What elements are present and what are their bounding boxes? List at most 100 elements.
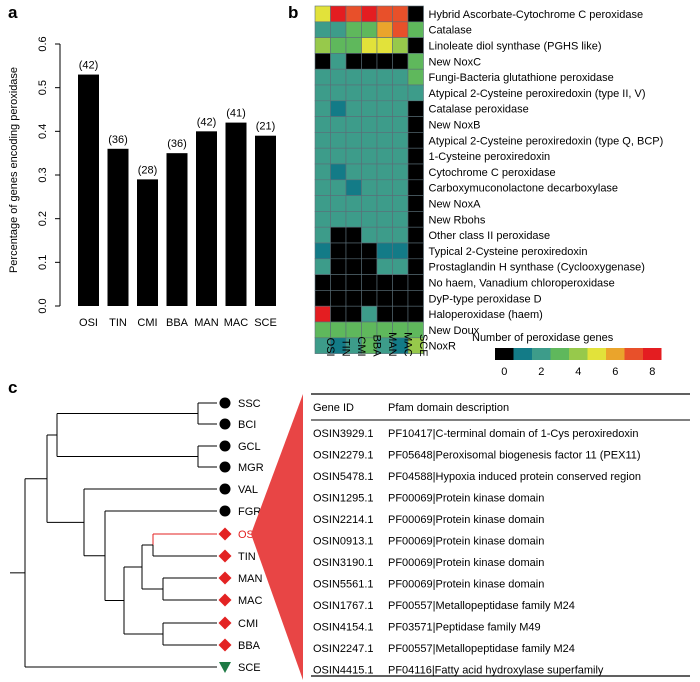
heatmap-cell	[330, 163, 347, 181]
table-header-gene-id: Gene ID	[313, 402, 354, 414]
y-tick-label: 0.4	[37, 124, 49, 139]
heatmap-row-label: New NoxC	[429, 56, 482, 68]
heatmap-cell	[330, 195, 347, 212]
table-header-pfam: Pfam domain description	[388, 402, 509, 414]
colorbar-tick-label: 8	[649, 366, 655, 378]
panel-label-b: b	[288, 3, 298, 22]
x-tick-label-cmi: CMI	[137, 317, 157, 329]
bar-count-label: (42)	[79, 60, 99, 72]
heatmap-cell	[314, 290, 331, 307]
bar-bba	[166, 153, 188, 306]
heatmap-cell	[392, 68, 409, 86]
table-cell-pfam: PF00069|Protein kinase domain	[388, 514, 544, 526]
table-cell-gene-id: OSIN5561.1	[313, 579, 374, 591]
leaf-marker-diamond	[218, 571, 232, 585]
heatmap-cell	[392, 5, 409, 23]
heatmap-cell	[392, 100, 409, 117]
heatmap-cell	[376, 179, 393, 196]
heatmap-cell	[407, 21, 424, 38]
leaf-marker-diamond	[218, 527, 232, 541]
heatmap-cell	[314, 21, 331, 38]
heatmap-cell	[314, 53, 331, 70]
heatmap-cell	[345, 100, 362, 117]
heatmap-cell	[361, 305, 378, 323]
heatmap-cell	[376, 163, 393, 181]
heatmap-cell	[330, 132, 347, 149]
heatmap-cell	[314, 5, 331, 23]
heatmap-cell	[392, 305, 409, 323]
heatmap-cell	[376, 21, 393, 38]
y-tick-label: 0.0	[37, 298, 49, 313]
heatmap-cell	[314, 195, 331, 212]
heatmap-panel-b: Hybrid Ascorbate-Cytochrome C peroxidase…	[314, 5, 663, 378]
bar-mac	[225, 122, 247, 306]
heatmap-cell	[345, 116, 362, 133]
table-cell-pfam: PF00069|Protein kinase domain	[388, 579, 544, 591]
heatmap-cell	[314, 147, 331, 165]
heatmap-cell	[330, 321, 347, 339]
heatmap-cell	[314, 242, 331, 260]
heatmap-cell	[345, 242, 362, 260]
heatmap-col-label-bba: BBA	[370, 335, 382, 358]
heatmap-row-label: Carboxymuconolactone decarboxylase	[429, 183, 619, 195]
y-tick-label: 0.1	[37, 255, 49, 270]
colorbar-swatch	[550, 348, 569, 360]
tree-leaf-label-cmi: CMI	[238, 618, 258, 630]
tree-leaf-label-bba: BBA	[238, 640, 261, 652]
heatmap-cell	[314, 163, 331, 181]
heatmap-row-label: Haloperoxidase (haem)	[429, 309, 543, 321]
x-tick-label-sce: SCE	[254, 317, 277, 329]
heatmap-cell	[407, 68, 424, 86]
heatmap-cell	[361, 84, 378, 102]
heatmap-cell	[376, 53, 393, 70]
heatmap-cell	[345, 179, 362, 196]
colorbar-swatch	[532, 348, 551, 360]
heatmap-row-label: New NoxA	[429, 199, 482, 211]
heatmap-cell	[392, 163, 409, 181]
heatmap-cell	[361, 116, 378, 133]
heatmap-cell	[361, 211, 378, 228]
heatmap-cell	[330, 5, 347, 23]
heatmap-row-label: Typical 2-Cysteine peroxiredoxin	[429, 246, 588, 258]
heatmap-row-label: Catalase	[429, 25, 472, 37]
heatmap-cell	[376, 211, 393, 228]
tree-leaf-label-tin: TIN	[238, 551, 256, 563]
colorbar-tick-label: 0	[501, 366, 507, 378]
heatmap-cell	[361, 195, 378, 212]
heatmap-cell	[407, 147, 424, 165]
heatmap-cell	[376, 37, 393, 54]
heatmap-cell	[314, 100, 331, 117]
colorbar-tick-label: 6	[612, 366, 618, 378]
bar-osi	[78, 74, 99, 306]
heatmap-cell	[392, 258, 409, 275]
heatmap-cell	[361, 37, 378, 54]
heatmap-cell	[376, 274, 393, 291]
heatmap-row-label: Fungi-Bacteria glutathione peroxidase	[429, 72, 614, 84]
heatmap-row-label: Cytochrome C peroxidase	[429, 167, 556, 179]
phylogeny-panel-c: SSCBCIGCLMGRVALFGROSITINMANMACCMIBBASCE …	[10, 393, 690, 680]
heatmap-row-label: New Doux	[429, 325, 480, 337]
table-cell-gene-id: OSIN2279.1	[313, 450, 374, 462]
heatmap-cell	[314, 179, 331, 196]
panel-label-c: c	[8, 378, 17, 397]
heatmap-cell	[407, 195, 424, 212]
colorbar-swatch	[587, 348, 606, 360]
heatmap-cell	[345, 132, 362, 149]
heatmap-cell	[345, 68, 362, 86]
heatmap-row-label: Catalase peroxidase	[429, 104, 529, 116]
x-tick-label-tin: TIN	[109, 317, 127, 329]
heatmap-cell	[314, 116, 331, 133]
bar-man	[196, 131, 217, 306]
heatmap-cell	[361, 226, 378, 244]
table-cell-gene-id: OSIN4154.1	[313, 622, 374, 634]
heatmap-cell	[330, 21, 347, 38]
heatmap-cell	[314, 211, 331, 228]
heatmap-row-label: New NoxB	[429, 120, 481, 132]
heatmap-col-label-mac: MAC	[401, 332, 413, 357]
heatmap-cell	[361, 147, 378, 165]
heatmap-cell	[345, 163, 362, 181]
heatmap-cell	[376, 100, 393, 117]
heatmap-cell	[407, 100, 424, 117]
table-cell-gene-id: OSIN4415.1	[313, 665, 374, 677]
bar-tin	[107, 148, 129, 306]
